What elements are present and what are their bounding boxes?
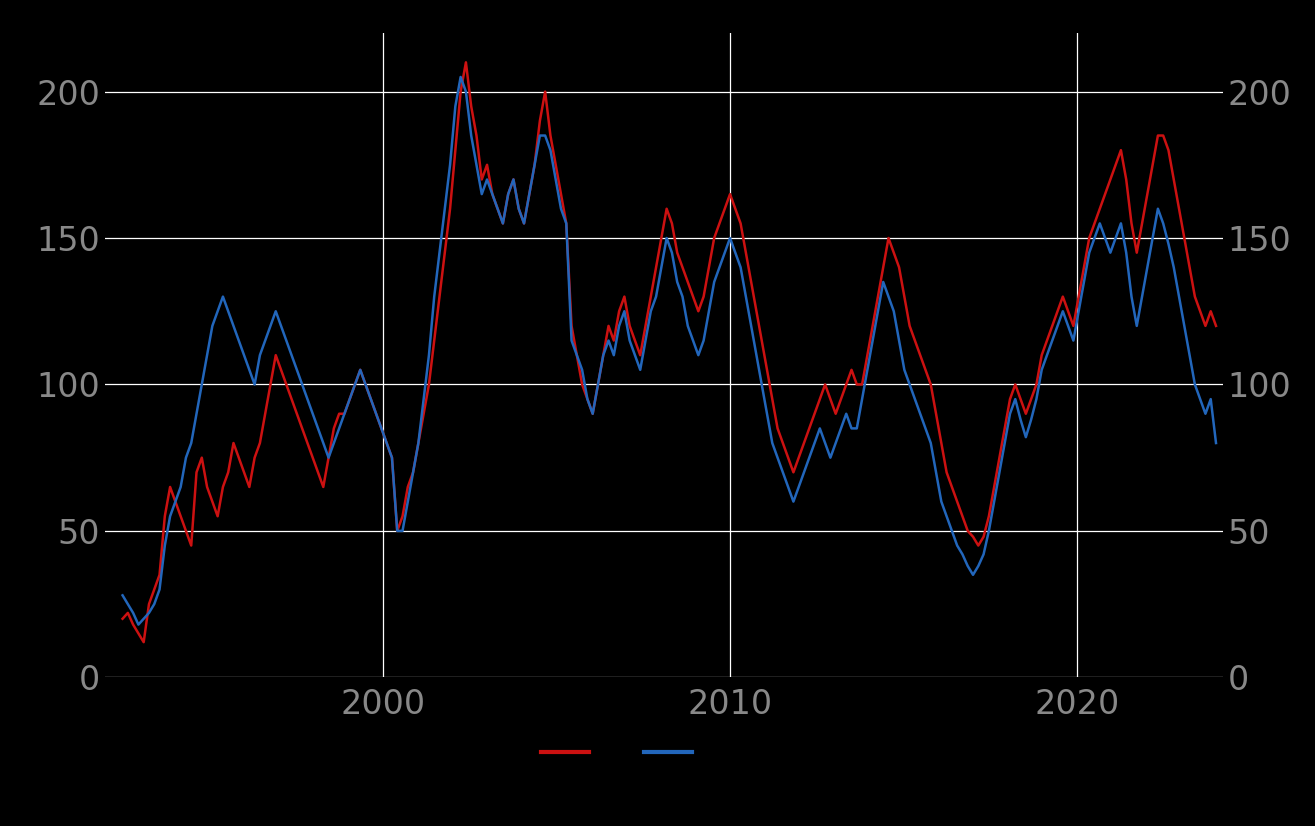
Legend: , : , [533, 736, 706, 771]
